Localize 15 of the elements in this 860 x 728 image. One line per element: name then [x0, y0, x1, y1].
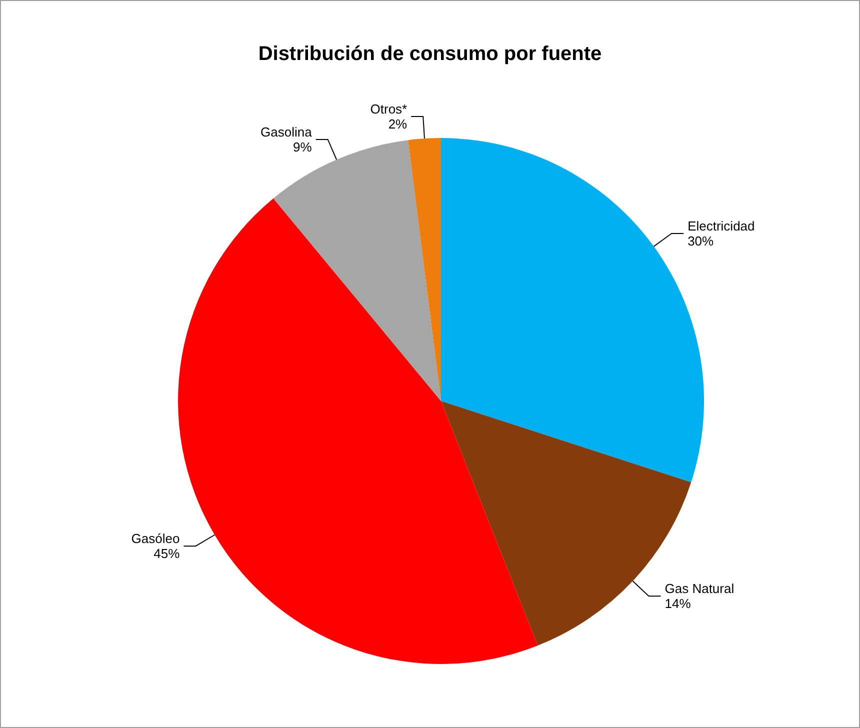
- pie-slice: [178, 198, 538, 664]
- slice-label: Otros*: [370, 102, 408, 117]
- data-label: 45%: [154, 546, 180, 562]
- data-label: 14%: [664, 596, 692, 612]
- slice-label: Electricidad: [688, 218, 755, 234]
- pie-slice: [408, 138, 441, 401]
- data-label: 2%: [388, 116, 408, 132]
- slice-label: Gas Natural: [664, 581, 734, 596]
- data-label: 30%: [688, 233, 714, 248]
- slice-label: Gasolina: [260, 124, 313, 140]
- pie-slice: [441, 401, 692, 646]
- slice-label: Gasóleo: [131, 531, 180, 546]
- chart-title: Distribución de consumo por fuente: [258, 43, 602, 65]
- pie-slice: [273, 140, 441, 401]
- data-label: 9%: [293, 139, 312, 154]
